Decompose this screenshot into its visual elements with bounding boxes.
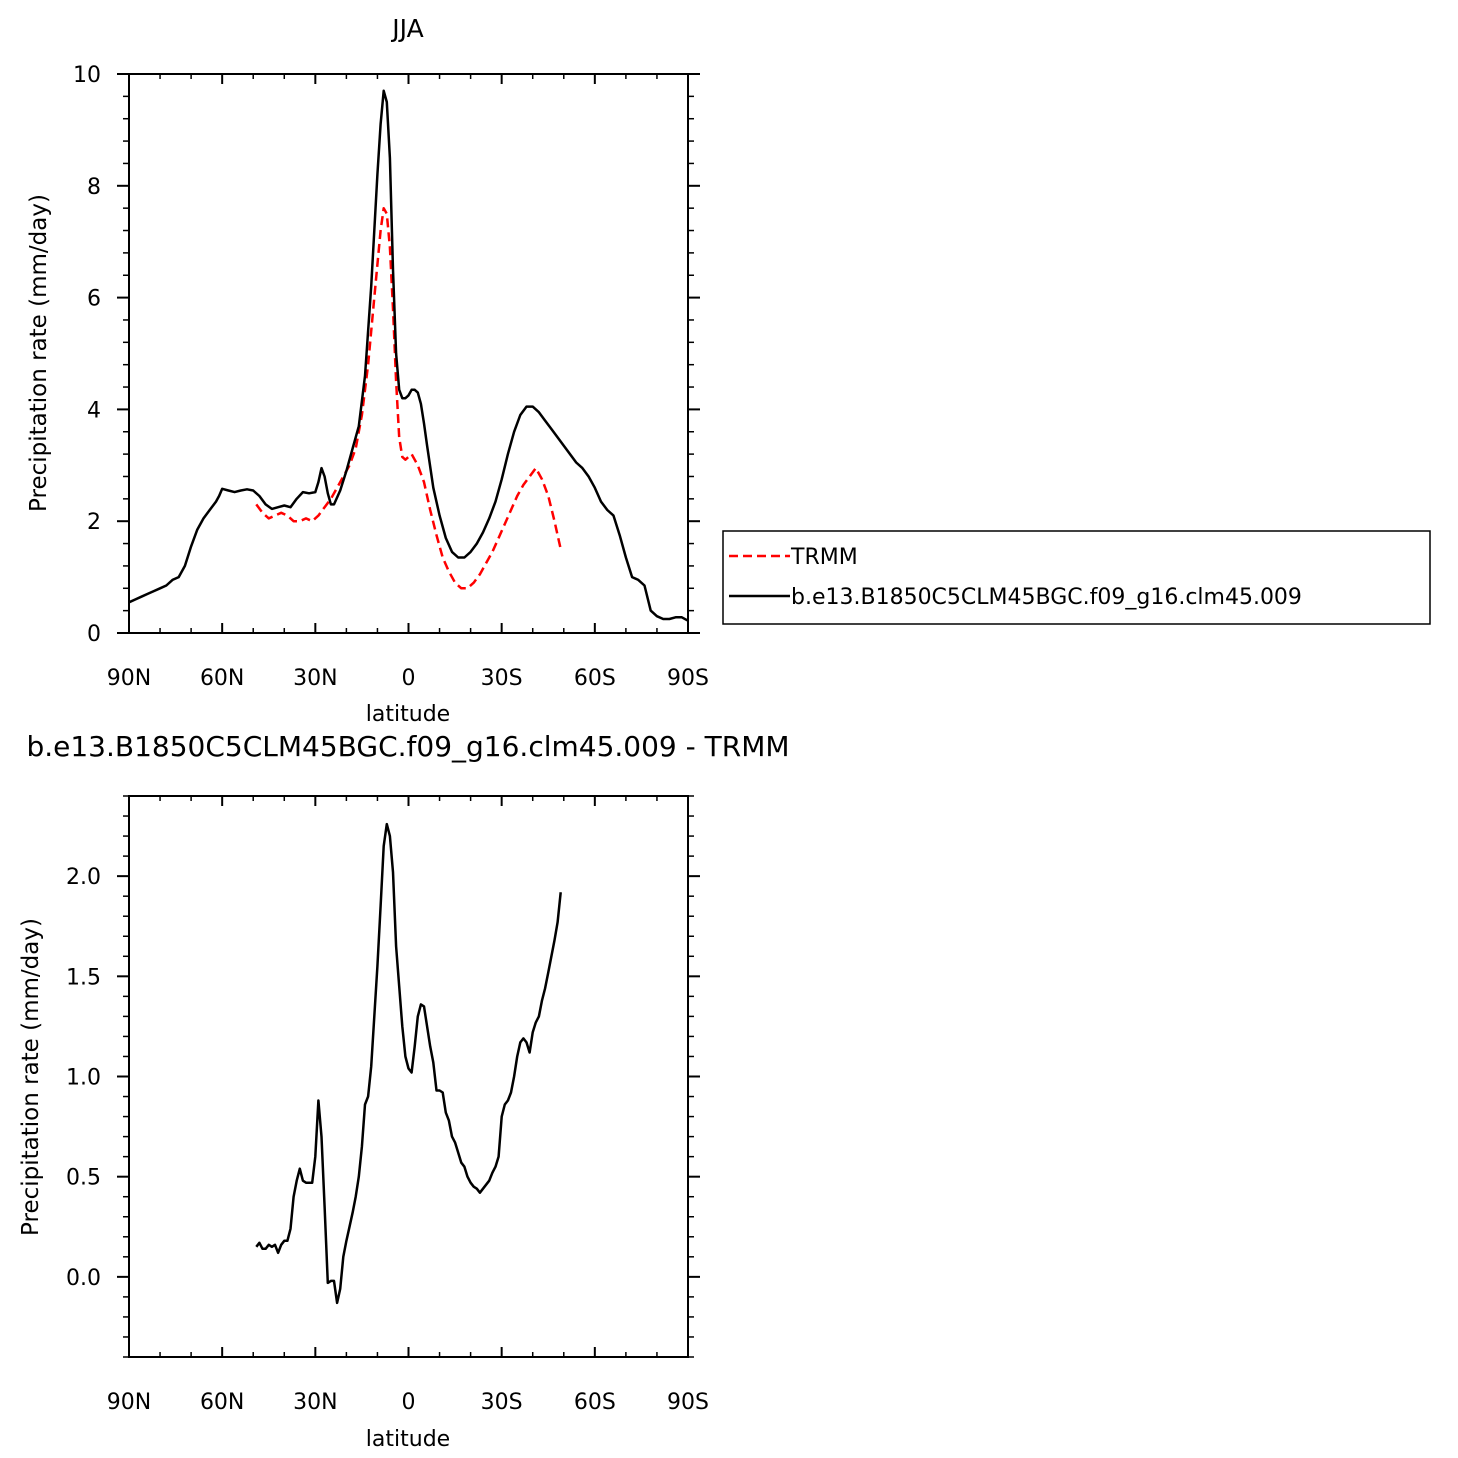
top-plot-frame [128, 73, 689, 634]
top-y-tick-label: 2 [87, 510, 101, 535]
bottom-y-tick-label: 1.0 [66, 1066, 101, 1091]
top-y-tick-label: 10 [73, 63, 101, 88]
top-ytick-labels: 0 2 4 6 8 10 [73, 63, 101, 647]
bottom-chart-title: b.e13.B1850C5CLM45BGC.f09_g16.clm45.009 … [26, 730, 789, 763]
top-series-line-0 [255, 206, 562, 590]
top-x-tick-label: 30N [293, 666, 337, 691]
top-ticks [117, 73, 700, 634]
legend-box [722, 530, 1431, 625]
top-x-tick-label: 60S [574, 666, 616, 691]
bottom-lines [255, 822, 562, 1305]
top-x-tick-label: 90S [667, 666, 709, 691]
bottom-xtick-labels: 90N 60N 30N 0 30S 60S 90S [107, 1390, 709, 1415]
bottom-x-axis-label: latitude [366, 1427, 450, 1452]
bottom-x-tick-label: 60N [200, 1390, 244, 1415]
top-y-axis-label: Precipitation rate (mm/day) [26, 194, 52, 512]
top-panel: JJA 90N 60N 30N 0 30S 60S 90S 0 2 4 6 8 10 latitude… [26, 14, 709, 727]
legend-label-model: b.e13.B1850C5CLM45BGC.f09_g16.clm45.009 [791, 585, 1302, 610]
top-y-tick-label: 0 [87, 622, 101, 647]
top-x-tick-label: 60N [200, 666, 244, 691]
top-lines [128, 89, 689, 622]
bottom-y-tick-label: 2.0 [66, 865, 101, 890]
bottom-plot-frame [128, 795, 689, 1358]
legend: TRMM b.e13.B1850C5CLM45BGC.f09_g16.clm45… [722, 530, 1431, 625]
bottom-panel: b.e13.B1850C5CLM45BGC.f09_g16.clm45.009 … [18, 730, 790, 1452]
top-x-tick-label: 30S [481, 666, 523, 691]
bottom-x-tick-label: 90S [667, 1390, 709, 1415]
bottom-y-tick-label: 0.0 [66, 1266, 101, 1291]
bottom-x-tick-label: 0 [402, 1390, 416, 1415]
bottom-x-tick-label: 60S [574, 1390, 616, 1415]
bottom-x-tick-label: 90N [107, 1390, 151, 1415]
top-series-line-1 [128, 89, 689, 622]
bottom-y-tick-label: 0.5 [66, 1166, 101, 1191]
top-x-tick-label: 90N [107, 666, 151, 691]
legend-label-trmm: TRMM [790, 545, 858, 570]
bottom-y-axis-label: Precipitation rate (mm/day) [18, 918, 44, 1236]
top-chart-title: JJA [390, 14, 423, 43]
top-x-tick-label: 0 [402, 666, 416, 691]
bottom-ytick-labels: 0.0 0.5 1.0 1.5 2.0 [66, 865, 101, 1291]
bottom-ticks [117, 795, 700, 1358]
top-x-axis-label: latitude [366, 702, 450, 727]
top-y-tick-label: 8 [87, 175, 101, 200]
bottom-y-tick-label: 1.5 [66, 965, 101, 990]
top-xtick-labels: 90N 60N 30N 0 30S 60S 90S [107, 666, 709, 691]
bottom-x-tick-label: 30N [293, 1390, 337, 1415]
top-y-tick-label: 4 [87, 398, 101, 423]
bottom-x-tick-label: 30S [481, 1390, 523, 1415]
bottom-series-line-0 [255, 822, 562, 1305]
top-y-tick-label: 6 [87, 287, 101, 312]
